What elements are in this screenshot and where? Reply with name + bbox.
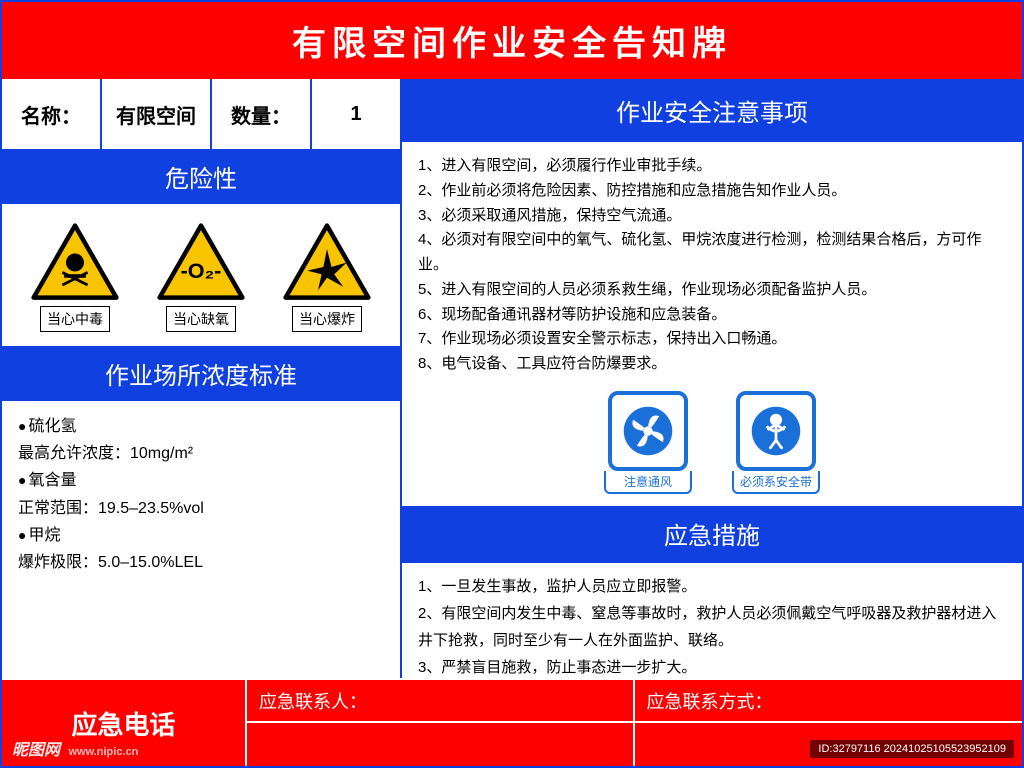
emergency-panel: 1、一旦发生事故，监护人员应立即报警。 2、有限空间内发生中毒、窒息等事故时，救…: [402, 563, 1022, 691]
hazard-label: 当心爆炸: [292, 306, 362, 332]
mandatory-label: 注意通风: [604, 471, 692, 494]
notes-panel: 1、进入有限空间，必须履行作业审批手续。 2、作业前必须将危险因素、防控措施和应…: [402, 142, 1022, 385]
warning-triangle-icon: [30, 222, 120, 300]
conc-item: ●甲烷爆炸极限：5.0–15.0%LEL: [18, 522, 384, 576]
conc-detail: 爆炸极限：5.0–15.0%LEL: [18, 554, 203, 571]
note-line: 8、电气设备、工具应符合防爆要求。: [418, 352, 1006, 377]
name-label: 名称：: [2, 79, 102, 149]
right-column: 作业安全注意事项 1、进入有限空间，必须履行作业审批手续。 2、作业前必须将危险…: [402, 79, 1022, 678]
note-line: 1、进入有限空间，必须履行作业审批手续。: [418, 154, 1006, 179]
mandatory-harness: 必须系安全带: [732, 391, 820, 494]
footer: 应急电话 昵图网 www.nipic.cn 应急联系人： 应急联系方式： ID:…: [2, 678, 1022, 766]
hazard-label: 当心中毒: [40, 306, 110, 332]
conc-item: ●硫化氢最高允许浓度：10mg/m²: [18, 413, 384, 467]
method-label: 应急联系方式：: [635, 680, 1023, 723]
hazard-oxygen: -O₂- 当心缺氧: [156, 222, 246, 332]
conc-name: 甲烷: [28, 527, 60, 544]
id-stamp: ID:32797116 20241025105523952109: [810, 740, 1014, 758]
note-line: 5、进入有限空间的人员必须系救生绳，作业现场必须配备监护人员。: [418, 278, 1006, 303]
board-title: 有限空间作业安全告知牌: [2, 2, 1022, 79]
emergency-header: 应急措施: [402, 506, 1022, 563]
mandatory-ventilation: 注意通风: [604, 391, 692, 494]
conc-item: ●氧含量正常范围：19.5–23.5%vol: [18, 467, 384, 521]
emerg-line: 2、有限空间内发生中毒、窒息等事故时，救护人员必须佩戴空气呼吸器及救护器材进入井…: [418, 600, 1006, 654]
warning-triangle-icon: [282, 222, 372, 300]
note-line: 7、作业现场必须设置安全警示标志，保持出入口畅通。: [418, 327, 1006, 352]
mandatory-label: 必须系安全带: [732, 471, 820, 494]
hazard-explosion: 当心爆炸: [282, 222, 372, 332]
name-value: 有限空间: [102, 79, 212, 149]
conc-name: 氧含量: [28, 472, 76, 489]
harness-icon: [736, 391, 816, 471]
hazard-label: 当心缺氧: [166, 306, 236, 332]
warning-triangle-icon: -O₂-: [156, 222, 246, 300]
watermark-brand: 昵图网: [12, 742, 60, 759]
contact-value: [247, 723, 635, 766]
conc-detail: 最高允许浓度：10mg/m²: [18, 445, 193, 462]
hazard-header: 危险性: [2, 151, 400, 204]
hazard-poison: 当心中毒: [30, 222, 120, 332]
notes-header: 作业安全注意事项: [402, 79, 1022, 142]
emerg-line: 1、一旦发生事故，监护人员应立即报警。: [418, 573, 1006, 600]
emergency-phone-label: 应急电话 昵图网 www.nipic.cn: [2, 680, 247, 766]
watermark: 昵图网 www.nipic.cn: [12, 736, 138, 760]
watermark-url: www.nipic.cn: [68, 746, 138, 758]
safety-board: 有限空间作业安全告知牌 名称： 有限空间 数量： 1 危险性 当心中毒: [0, 0, 1024, 768]
info-row: 名称： 有限空间 数量： 1: [2, 79, 400, 151]
note-line: 2、作业前必须将危险因素、防控措施和应急措施告知作业人员。: [418, 179, 1006, 204]
conc-name: 硫化氢: [28, 418, 76, 435]
note-line: 4、必须对有限空间中的氧气、硫化氢、甲烷浓度进行检测，检测结果合格后，方可作业。: [418, 228, 1006, 278]
svg-text:-O₂-: -O₂-: [181, 258, 222, 283]
qty-value: 1: [312, 79, 400, 149]
note-line: 3、必须采取通风措施，保持空气流通。: [418, 204, 1006, 229]
note-line: 6、现场配备通讯器材等防护设施和应急装备。: [418, 303, 1006, 328]
concentration-panel: ●硫化氢最高允许浓度：10mg/m² ●氧含量正常范围：19.5–23.5%vo…: [2, 401, 400, 678]
concentration-header: 作业场所浓度标准: [2, 348, 400, 401]
conc-detail: 正常范围：19.5–23.5%vol: [18, 500, 204, 517]
hazard-panel: 当心中毒 -O₂- 当心缺氧 当心爆炸: [2, 204, 400, 348]
qty-label: 数量：: [212, 79, 312, 149]
mandatory-signs: 注意通风 必须系安全带: [402, 385, 1022, 506]
emerg-line: 3、严禁盲目施救，防止事态进一步扩大。: [418, 654, 1006, 681]
fan-icon: [608, 391, 688, 471]
contact-label: 应急联系人：: [247, 680, 635, 723]
main-content: 名称： 有限空间 数量： 1 危险性 当心中毒: [2, 79, 1022, 678]
left-column: 名称： 有限空间 数量： 1 危险性 当心中毒: [2, 79, 402, 678]
